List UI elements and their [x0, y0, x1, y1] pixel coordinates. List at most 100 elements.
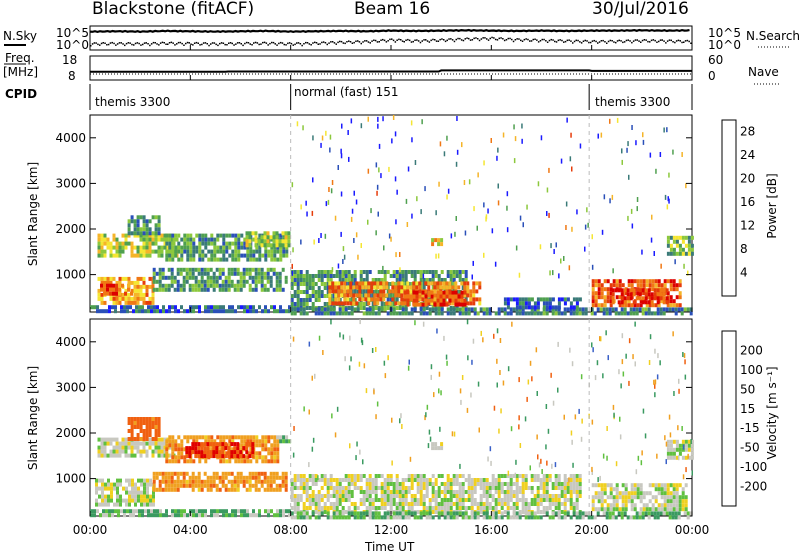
velocity-cell	[536, 391, 538, 396]
power-cell	[136, 245, 140, 250]
velocity-cell	[182, 471, 186, 476]
velocity-cell	[684, 447, 688, 452]
power-cell	[151, 231, 155, 236]
power-cell	[213, 257, 217, 262]
velocity-cell	[597, 507, 601, 512]
power-cell	[154, 215, 158, 220]
nsearch-point	[251, 44, 253, 46]
power-cell	[161, 287, 165, 292]
power-cell	[103, 287, 106, 292]
power-cell	[341, 311, 345, 316]
power-cell	[425, 306, 429, 310]
power-cell	[124, 291, 127, 296]
velocity-cell	[227, 446, 231, 451]
velocity-cell	[341, 478, 345, 482]
power-cell	[549, 270, 551, 276]
velocity-cell	[165, 439, 169, 444]
power-cell	[597, 287, 601, 292]
power-cell	[518, 272, 521, 278]
power-cell	[312, 177, 314, 183]
power-cell	[176, 283, 180, 288]
velocity-cell	[243, 459, 247, 464]
power-cell	[349, 289, 353, 294]
nsearch-point	[152, 41, 155, 44]
power-cell	[664, 194, 667, 200]
nsearch-point	[541, 38, 543, 41]
power-cell	[431, 242, 435, 247]
power-cell	[121, 276, 125, 281]
velocity-cell	[490, 460, 492, 466]
power-cell	[379, 293, 383, 298]
nsearch-point	[683, 41, 685, 43]
velocity-cell	[624, 499, 628, 504]
power-cell	[279, 305, 282, 310]
velocity-cell	[133, 445, 137, 450]
velocity-cell	[551, 463, 553, 469]
power-cell	[353, 270, 357, 274]
nsearch-point	[290, 42, 293, 45]
velocity-cell	[338, 490, 342, 494]
velocity-cell	[554, 482, 558, 486]
power-cell	[254, 279, 258, 284]
power-cell	[680, 307, 684, 312]
power-cell	[412, 290, 416, 295]
power-cell	[620, 296, 624, 301]
power-cell	[483, 252, 485, 258]
velocity-cell	[165, 509, 168, 514]
power-cell	[627, 303, 631, 308]
velocity-cell	[107, 494, 110, 499]
power-cell	[251, 267, 255, 272]
velocity-cell	[461, 474, 465, 478]
power-cell	[245, 271, 249, 276]
velocity-cell	[360, 337, 363, 343]
velocity-cell	[174, 439, 178, 444]
velocity-cell	[349, 443, 351, 449]
power-cell	[164, 275, 168, 280]
velocity-cell	[302, 478, 306, 482]
power-cell	[176, 271, 180, 276]
power-cell	[296, 298, 300, 302]
velocity-cell	[660, 507, 664, 512]
velocity-cell	[230, 483, 234, 488]
velocity-cell	[210, 447, 214, 452]
velocity-cell	[163, 453, 167, 458]
velocity-cell	[537, 454, 539, 460]
power-cell	[645, 303, 649, 308]
power-cell	[157, 233, 161, 238]
power-cell	[357, 254, 359, 260]
power-cell	[401, 274, 405, 278]
velocity-cell	[188, 483, 192, 488]
velocity-cell	[174, 447, 178, 452]
nsearch-point	[344, 42, 346, 45]
nsearch-point	[545, 40, 547, 42]
power-cell	[396, 189, 398, 195]
power-cell	[451, 294, 455, 299]
nsearch-point	[459, 37, 461, 40]
power-cell	[329, 270, 333, 274]
power-cell	[536, 297, 540, 302]
velocity-cell	[188, 475, 192, 480]
velocity-cell	[509, 515, 513, 520]
power-cell	[260, 275, 264, 280]
velocity-cell	[482, 515, 486, 520]
power-cell	[451, 285, 455, 290]
nsearch-point	[91, 43, 94, 45]
velocity-cell	[521, 474, 525, 478]
power-cell	[171, 257, 175, 262]
power-cell	[552, 270, 554, 276]
power-cell	[437, 274, 441, 278]
velocity-cell	[320, 494, 324, 498]
velocity-cell	[183, 509, 186, 514]
power-cell	[638, 292, 642, 297]
power-cell	[650, 237, 653, 243]
power-cell	[689, 311, 693, 316]
power-cell	[219, 249, 223, 254]
velocity-cell	[179, 479, 183, 484]
velocity-cell	[657, 491, 661, 496]
power-cell	[382, 293, 386, 298]
power-cell	[105, 309, 108, 314]
velocity-cell	[662, 511, 666, 516]
velocity-cell	[282, 509, 285, 514]
velocity-cell	[107, 482, 110, 487]
velocity-cell	[569, 478, 573, 482]
